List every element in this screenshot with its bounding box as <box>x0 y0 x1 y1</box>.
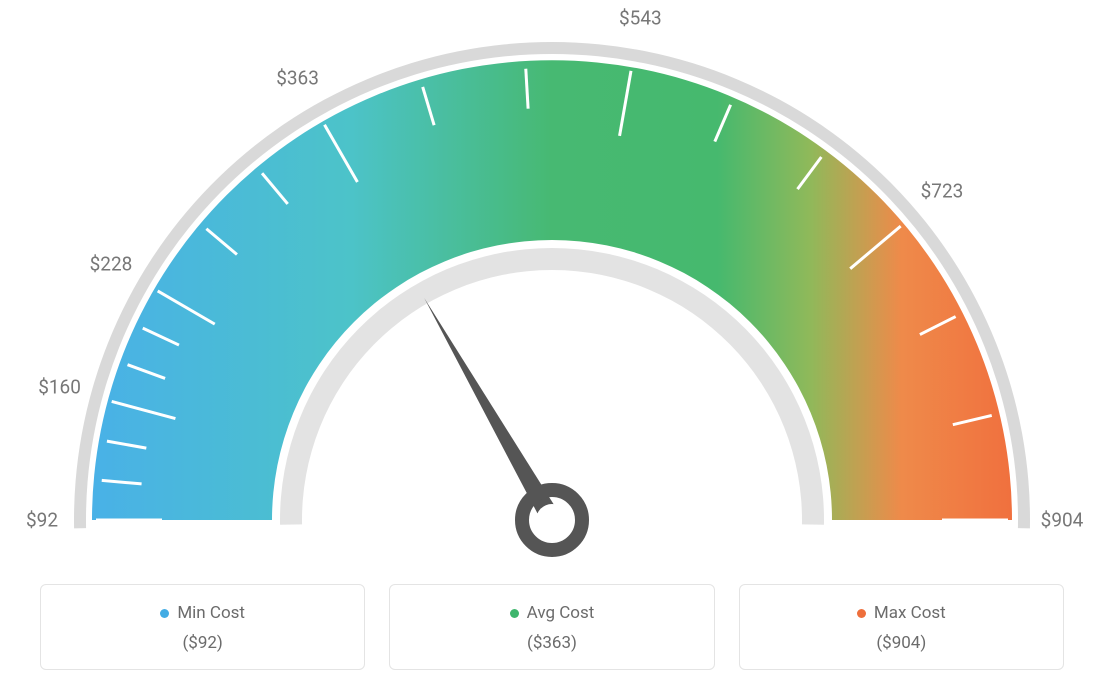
legend-value-avg: ($363) <box>400 633 703 653</box>
legend-label-min-text: Min Cost <box>177 603 245 623</box>
gauge-tick-label: $904 <box>1041 509 1084 532</box>
gauge-chart: $92 $160 $228 $363 $543 $723 $904 <box>0 0 1104 560</box>
legend-box-min: Min Cost ($92) <box>40 584 365 671</box>
gauge-tick-label: $363 <box>276 66 319 89</box>
legend-label-max-text: Max Cost <box>874 603 946 623</box>
gauge-svg <box>0 0 1104 560</box>
dot-icon <box>857 609 866 618</box>
legend-row: Min Cost ($92) Avg Cost ($363) Max Cost … <box>40 584 1064 671</box>
legend-value-min: ($92) <box>51 633 354 653</box>
gauge-tick-label: $92 <box>26 509 58 532</box>
dot-icon <box>510 609 519 618</box>
gauge-tick-label: $723 <box>921 180 964 203</box>
legend-box-max: Max Cost ($904) <box>739 584 1064 671</box>
gauge-tick-label: $160 <box>38 376 81 399</box>
gauge-tick-label: $228 <box>90 252 133 275</box>
legend-box-avg: Avg Cost ($363) <box>389 584 714 671</box>
legend-label-avg-text: Avg Cost <box>527 603 595 623</box>
gauge-tick-label: $543 <box>619 6 662 29</box>
legend-label-min: Min Cost <box>160 603 245 623</box>
legend-label-max: Max Cost <box>857 603 946 623</box>
legend-value-max: ($904) <box>750 633 1053 653</box>
dot-icon <box>160 609 169 618</box>
legend-label-avg: Avg Cost <box>510 603 595 623</box>
